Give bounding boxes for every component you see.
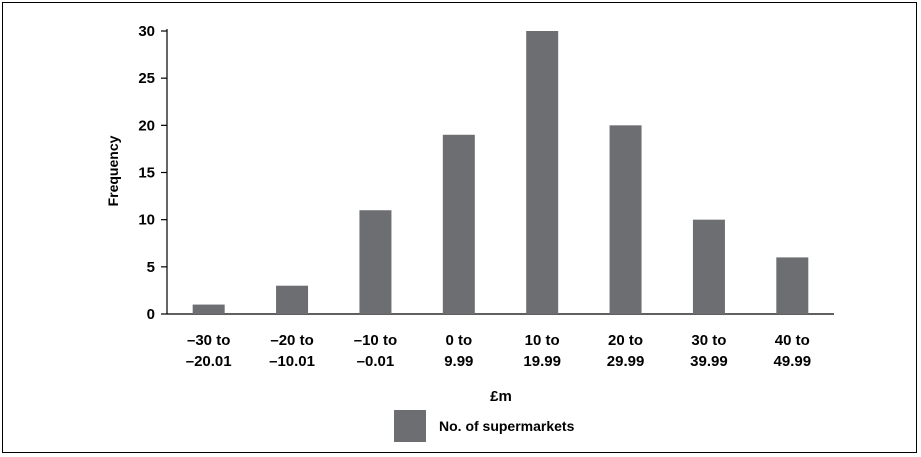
bar	[526, 31, 559, 314]
bar	[442, 134, 475, 314]
x-tick-label: 0 to 9.99	[444, 332, 473, 370]
x-tick-label: –30 to –20.01	[186, 332, 232, 370]
y-axis-label: Frequency	[105, 135, 121, 206]
y-tick-label: 30	[138, 23, 155, 40]
x-tick-label: –20 to –10.01	[269, 332, 315, 370]
y-tick-label: 15	[138, 165, 155, 182]
y-tick-label: 25	[138, 70, 155, 87]
y-tick-label: 5	[147, 259, 155, 276]
bar	[192, 304, 225, 314]
bar	[776, 257, 809, 314]
bar	[276, 285, 309, 314]
x-tick-label: –10 to –0.01	[354, 332, 397, 370]
y-tick-label: 10	[138, 212, 155, 229]
x-axis-label: £m	[490, 388, 512, 405]
legend-swatch	[394, 410, 426, 442]
x-tick-label: 10 to 19.99	[523, 332, 561, 370]
y-tick-label: 0	[147, 306, 155, 323]
bar	[692, 219, 725, 314]
bar	[359, 210, 392, 314]
x-tick-label: 40 to 49.99	[774, 332, 812, 370]
x-tick-label: 20 to 29.99	[607, 332, 645, 370]
legend-label: No. of supermarkets	[439, 418, 575, 434]
y-tick-label: 20	[138, 117, 155, 134]
plot-area: 0 5 10 15 20 25 30 –30 to –20.01 –20 to –10.01 –10 …	[138, 23, 834, 370]
bar	[609, 125, 642, 314]
x-tick-label: 30 to 39.99	[690, 332, 728, 370]
